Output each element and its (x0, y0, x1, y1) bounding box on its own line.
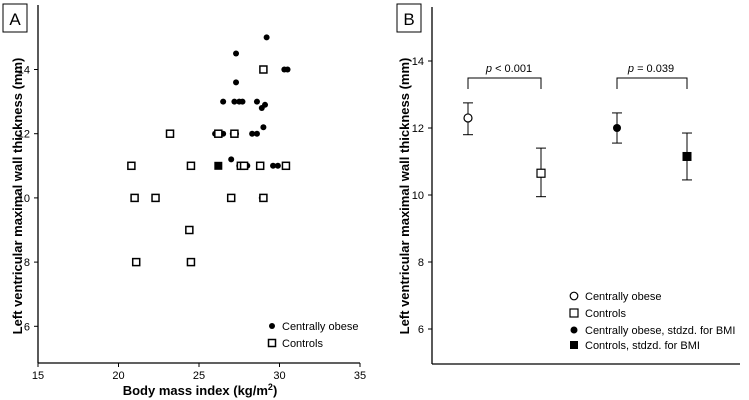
panel-a-x-ticks: 15 20 25 30 35 (32, 363, 366, 382)
panel-a-y-tick-label: 12 (18, 129, 30, 141)
point-centrally-obese (231, 98, 238, 105)
point-centrally-obese (239, 98, 246, 105)
panel-b-y-tick-label: 8 (418, 257, 424, 269)
point-control (151, 193, 160, 203)
panel-b-legend: Centrally obese Controls Centrally obese… (569, 291, 735, 352)
point-centrally-obese (253, 130, 260, 137)
panel-a-legend: Centrally obese Controls (267, 321, 358, 350)
panel-b-label: B (403, 10, 414, 29)
panel-b-comparisons: p < 0.001 p = 0.039 (467, 63, 688, 89)
point-control (226, 193, 236, 203)
point-centrally-obese (228, 156, 235, 163)
point-centrally-obese (263, 34, 270, 41)
point-centrally-obese (260, 124, 267, 131)
panel-a-label: A (9, 10, 21, 29)
legend-b-obese-stdzd-marker (570, 326, 578, 334)
legend-a-controls-label: Controls (282, 338, 323, 350)
point-centrally-obese (284, 66, 291, 73)
point-centrally-obese (258, 105, 265, 112)
point-centrally-obese (274, 162, 281, 169)
panel-a-y-tick-label: 10 (18, 193, 30, 205)
legend-a-controls-marker (267, 338, 277, 348)
legend-b-centrally-obese-marker (569, 291, 579, 301)
point-control (214, 129, 223, 138)
panel-a-x-tick-label: 35 (354, 370, 366, 382)
comparison-1-text: p < 0.001 (485, 63, 532, 75)
panel-a-x-label-sup: 2 (268, 382, 273, 392)
legend-a-centrally-obese-marker (269, 323, 275, 329)
point-centrally-obese (220, 98, 227, 105)
point-control (131, 257, 141, 267)
legend-b-controls-label: Controls (585, 308, 626, 320)
point-control (259, 65, 268, 74)
panel-a-y-tick-label: 8 (24, 257, 30, 269)
point-centrally-obese (233, 50, 240, 57)
point-control (127, 161, 136, 171)
panel-a-points (127, 34, 291, 267)
mean-marker-obese-stdzd (613, 124, 621, 132)
comparison-bracket-1 (467, 77, 542, 89)
comparison-1-value: < 0.001 (492, 63, 532, 75)
panel-b-y-tick-label: 6 (418, 324, 424, 336)
panel-a-x-label-end: ) (273, 383, 277, 398)
mean-marker-controls (536, 168, 546, 178)
point-control (186, 161, 196, 171)
panel-a-x-tick-label: 15 (32, 370, 44, 382)
comparison-bracket-2 (616, 77, 688, 89)
point-control (130, 193, 139, 203)
legend-b-controls-stdzd-label: Controls, stdzd. for BMI (585, 340, 700, 352)
point-control (185, 225, 194, 235)
panel-b-y-label: Left ventricular maximal wall thickness … (397, 58, 412, 335)
point-centrally-obese (253, 98, 260, 105)
comparison-1-p: p (485, 63, 492, 75)
point-centrally-obese (270, 162, 277, 169)
legend-b-controls-marker (569, 308, 579, 318)
panel-a-x-label-main: Body mass index (kg/m (123, 383, 268, 398)
panel-a-x-label: Body mass index (kg/m2) (123, 382, 278, 398)
legend-b-controls-stdzd-marker (570, 341, 578, 349)
point-control (281, 161, 291, 171)
mean-marker-controls-stdzd (682, 151, 692, 161)
point-centrally-obese (249, 130, 256, 137)
panel-b: B 6 8 10 12 14 p < 0.001 p = 0.039 Left vent… (396, 3, 740, 365)
panel-a-x-tick-label: 30 (273, 370, 285, 382)
panel-a-label-box (2, 3, 28, 33)
point-control (255, 161, 265, 171)
panel-b-y-tick-label: 12 (412, 123, 424, 135)
point-control (186, 257, 196, 267)
point-control (230, 129, 239, 138)
comparison-2-value: = 0.039 (634, 63, 674, 75)
point-centrally-obese (233, 79, 240, 86)
point-control-filled (214, 161, 223, 170)
panel-a-x-tick-label: 20 (112, 370, 124, 382)
panel-b-y-tick-label: 14 (412, 56, 424, 68)
panel-a-y-label: Left ventricular maximal wall thickness … (10, 58, 25, 335)
panel-a-y-tick-label: 14 (18, 65, 30, 77)
legend-a-centrally-obese-label: Centrally obese (282, 321, 358, 333)
panel-b-error-bars (463, 102, 692, 198)
legend-b-centrally-obese-label: Centrally obese (585, 291, 661, 303)
point-control (165, 129, 175, 138)
panel-a-x-tick-label: 25 (193, 370, 205, 382)
comparison-2-p: p (627, 63, 634, 75)
point-control (259, 193, 268, 203)
point-control (239, 161, 249, 171)
panel-a-y-ticks: 6 8 10 12 14 (18, 65, 38, 333)
panel-b-y-tick-label: 10 (412, 190, 424, 202)
panel-a: A 6 8 10 12 14 15 20 25 30 35 Left ventricular m… (2, 3, 366, 398)
panel-a-y-tick-label: 6 (24, 321, 30, 333)
comparison-2-text: p = 0.039 (627, 63, 674, 75)
panel-b-label-box (396, 3, 422, 33)
legend-b-obese-stdzd-label: Centrally obese, stdzd. for BMI (585, 325, 735, 337)
mean-marker-centrally-obese (463, 113, 473, 123)
panel-b-y-ticks: 6 8 10 12 14 (412, 56, 432, 336)
